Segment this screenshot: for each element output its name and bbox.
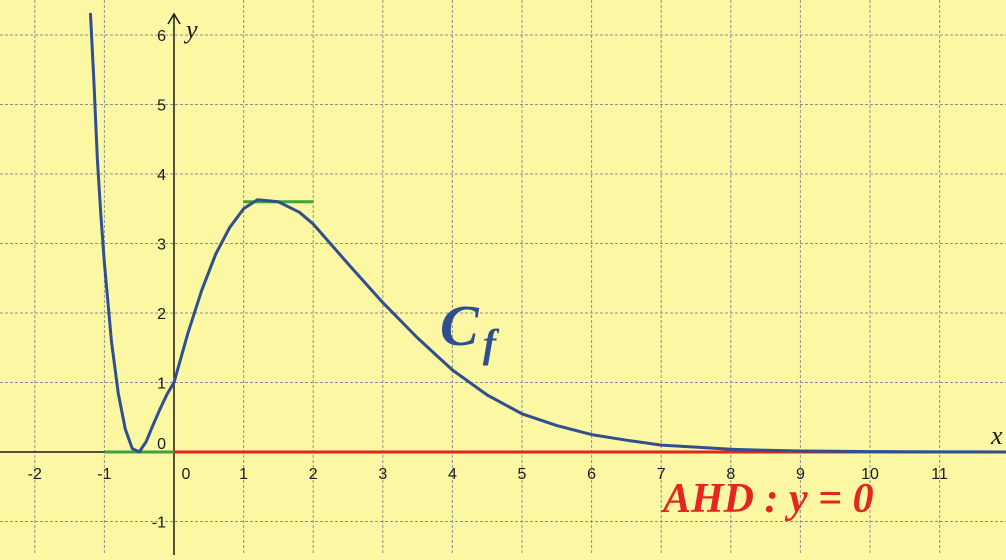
y-tick-label: 3 [157, 237, 166, 254]
asymptote-label: AHD : y = 0 [660, 476, 874, 522]
y-tick-label: 5 [157, 98, 166, 115]
x-tick-label: -1 [97, 466, 111, 483]
x-tick-label: 6 [587, 466, 596, 483]
y-tick-label: 6 [157, 28, 166, 45]
y-tick-label: 4 [157, 167, 166, 184]
x-tick-label: -2 [28, 466, 42, 483]
x-tick-label: 3 [378, 466, 387, 483]
x-tick-label: 11 [931, 466, 948, 483]
x-tick-label: 4 [448, 466, 457, 483]
origin-label: 0 [157, 436, 166, 453]
curve-label-base: C [440, 293, 480, 358]
y-tick-label: 1 [157, 376, 166, 393]
x-tick-label: 1 [239, 466, 248, 483]
y-tick-label: 2 [157, 306, 166, 323]
x-tick-label: 2 [309, 466, 318, 483]
x-axis-label: x [990, 421, 1003, 450]
x-tick-label: 0 [182, 466, 191, 483]
y-axis-label: y [183, 15, 198, 44]
y-tick-label: -1 [152, 515, 166, 532]
x-tick-label: 5 [518, 466, 527, 483]
